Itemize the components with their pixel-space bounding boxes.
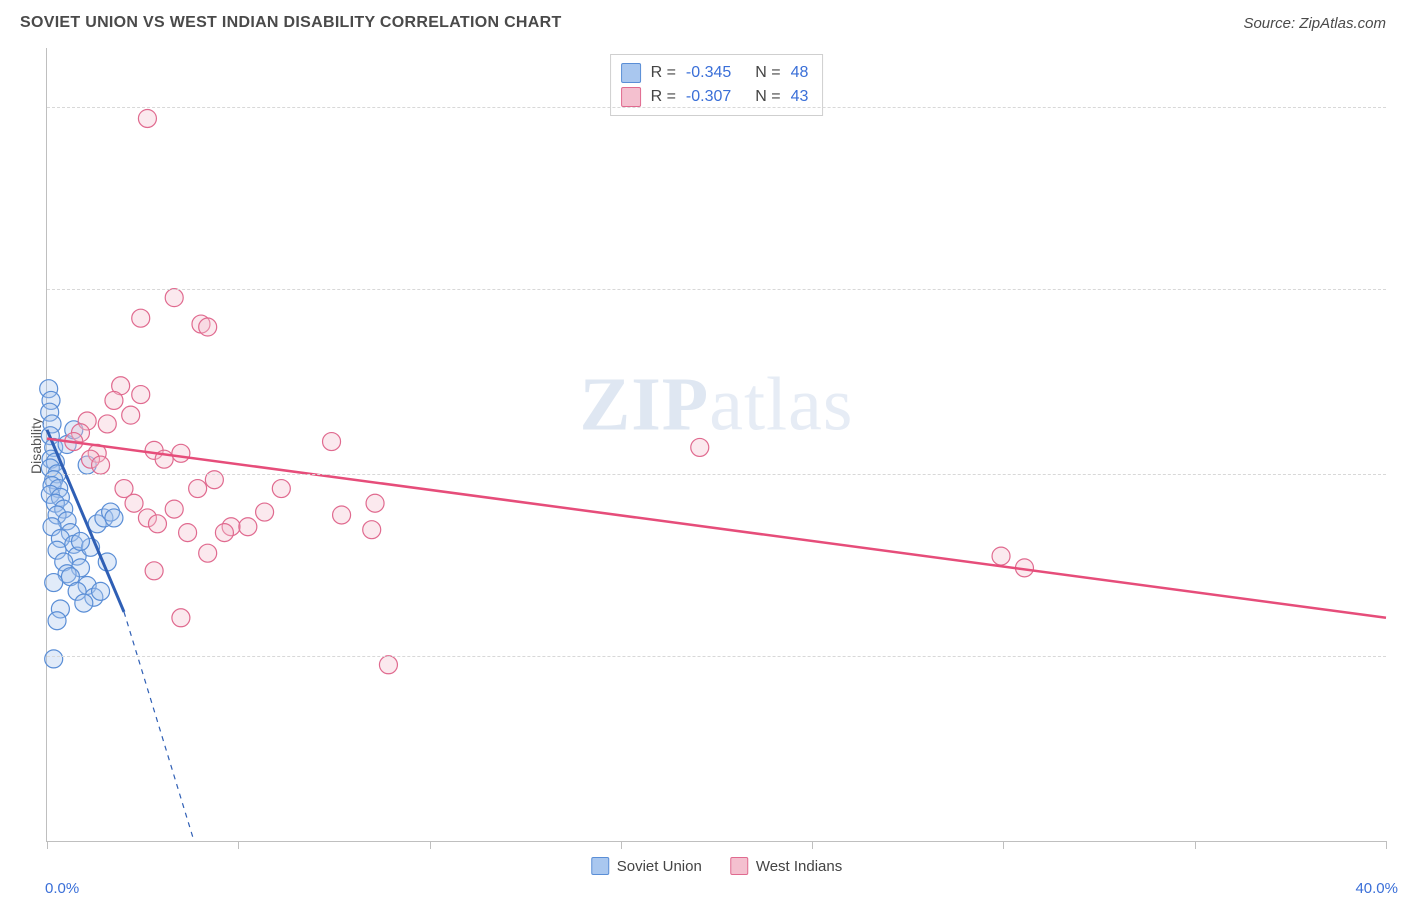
scatter-point bbox=[165, 500, 183, 518]
legend-item-1: West Indians bbox=[730, 857, 842, 875]
chart-header: SOVIET UNION VS WEST INDIAN DISABILITY C… bbox=[0, 0, 1406, 42]
scatter-point bbox=[199, 318, 217, 336]
stats-r-label-1: R = bbox=[651, 85, 676, 109]
x-tick bbox=[47, 841, 48, 849]
x-tick bbox=[812, 841, 813, 849]
trend-line-extension bbox=[124, 612, 194, 841]
scatter-point bbox=[125, 494, 143, 512]
legend-label-0: Soviet Union bbox=[617, 858, 702, 875]
chart-source: Source: ZipAtlas.com bbox=[1243, 15, 1386, 32]
x-axis-max-label: 40.0% bbox=[1355, 880, 1398, 897]
scatter-point bbox=[138, 109, 156, 127]
x-tick bbox=[621, 841, 622, 849]
scatter-point bbox=[239, 518, 257, 536]
scatter-point bbox=[48, 612, 66, 630]
scatter-point bbox=[122, 406, 140, 424]
stats-n-value-0: 48 bbox=[791, 61, 809, 85]
scatter-point bbox=[75, 594, 93, 612]
scatter-point bbox=[98, 415, 116, 433]
scatter-point bbox=[132, 386, 150, 404]
x-tick bbox=[1003, 841, 1004, 849]
scatter-point bbox=[379, 656, 397, 674]
legend-item-0: Soviet Union bbox=[591, 857, 702, 875]
scatter-svg bbox=[47, 48, 1386, 841]
stats-swatch-0 bbox=[621, 63, 641, 83]
scatter-point bbox=[215, 524, 233, 542]
scatter-point bbox=[92, 456, 110, 474]
stats-swatch-1 bbox=[621, 87, 641, 107]
stats-row-series-0: R = -0.345 N = 48 bbox=[621, 61, 809, 85]
scatter-point bbox=[132, 309, 150, 327]
stats-row-series-1: R = -0.307 N = 43 bbox=[621, 85, 809, 109]
x-tick bbox=[238, 841, 239, 849]
scatter-point bbox=[272, 480, 290, 498]
scatter-point bbox=[189, 480, 207, 498]
scatter-point bbox=[363, 521, 381, 539]
scatter-point bbox=[105, 391, 123, 409]
scatter-point bbox=[92, 582, 110, 600]
scatter-point bbox=[691, 438, 709, 456]
scatter-point bbox=[323, 433, 341, 451]
stats-r-value-1: -0.307 bbox=[686, 85, 731, 109]
x-tick bbox=[430, 841, 431, 849]
scatter-point bbox=[333, 506, 351, 524]
chart-plot-area: ZIPatlas R = -0.345 N = 48 R = -0.307 N … bbox=[46, 48, 1386, 842]
scatter-point bbox=[172, 444, 190, 462]
stats-n-label-1: N = bbox=[755, 85, 780, 109]
y-tick-label: 18.8% bbox=[1396, 280, 1406, 297]
stats-r-label-0: R = bbox=[651, 61, 676, 85]
scatter-point bbox=[172, 609, 190, 627]
stats-n-label-0: N = bbox=[755, 61, 780, 85]
chart-title: SOVIET UNION VS WEST INDIAN DISABILITY C… bbox=[20, 14, 562, 32]
scatter-point bbox=[179, 524, 197, 542]
scatter-point bbox=[45, 574, 63, 592]
gridline bbox=[47, 474, 1386, 475]
scatter-point bbox=[165, 289, 183, 307]
gridline bbox=[47, 107, 1386, 108]
y-tick-label: 6.3% bbox=[1396, 647, 1406, 664]
scatter-point bbox=[992, 547, 1010, 565]
stats-r-value-0: -0.345 bbox=[686, 61, 731, 85]
stats-n-value-1: 43 bbox=[791, 85, 809, 109]
scatter-point bbox=[256, 503, 274, 521]
y-tick-label: 12.5% bbox=[1396, 465, 1406, 482]
x-tick bbox=[1195, 841, 1196, 849]
legend-bottom: Soviet Union West Indians bbox=[591, 857, 843, 875]
scatter-point bbox=[145, 562, 163, 580]
scatter-point bbox=[148, 515, 166, 533]
scatter-point bbox=[105, 509, 123, 527]
legend-label-1: West Indians bbox=[756, 858, 842, 875]
scatter-point bbox=[366, 494, 384, 512]
legend-swatch-1 bbox=[730, 857, 748, 875]
gridline bbox=[47, 656, 1386, 657]
x-tick bbox=[1386, 841, 1387, 849]
legend-swatch-0 bbox=[591, 857, 609, 875]
y-tick-label: 25.0% bbox=[1396, 98, 1406, 115]
x-axis-min-label: 0.0% bbox=[45, 880, 79, 897]
scatter-point bbox=[199, 544, 217, 562]
scatter-point bbox=[45, 650, 63, 668]
gridline bbox=[47, 289, 1386, 290]
scatter-point bbox=[71, 532, 89, 550]
